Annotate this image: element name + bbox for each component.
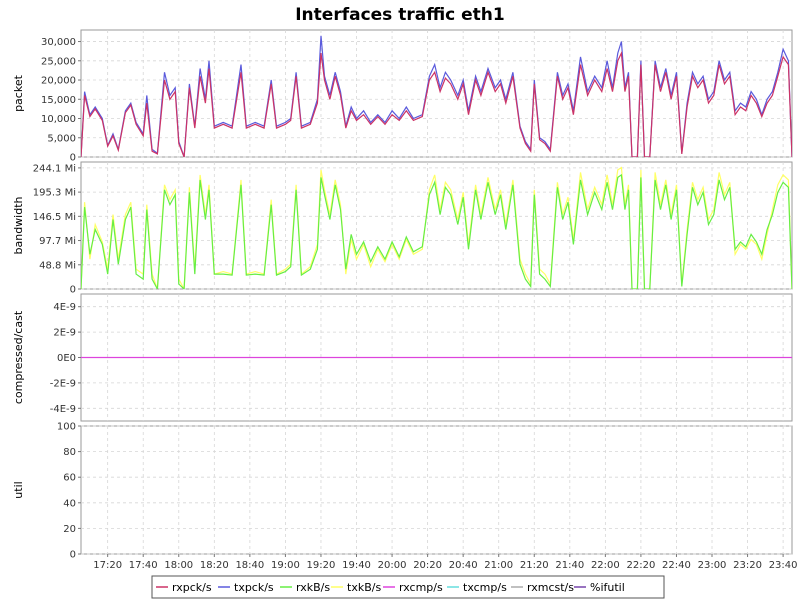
x-tick-label: 22:00 bbox=[591, 560, 620, 571]
plot-area bbox=[80, 29, 793, 158]
x-tick-label: 22:20 bbox=[626, 560, 655, 571]
legend-item: txcmp/s bbox=[447, 581, 507, 594]
x-tick-label: 23:00 bbox=[698, 560, 727, 571]
y-tick-label: -2E-9 bbox=[50, 378, 76, 389]
x-tick-label: 18:40 bbox=[235, 560, 264, 571]
legend-label: rxkB/s bbox=[296, 581, 330, 594]
legend-label: rxcmp/s bbox=[399, 581, 443, 594]
y-tick-label: 80 bbox=[63, 447, 76, 458]
y-tick-label: 20 bbox=[63, 524, 76, 535]
x-tick-label: 19:20 bbox=[307, 560, 336, 571]
x-tick-label: 19:40 bbox=[342, 560, 371, 571]
x-tick-label: 19:00 bbox=[271, 560, 300, 571]
series-line-rxkb-s bbox=[81, 173, 792, 289]
x-tick-label: 17:40 bbox=[129, 560, 158, 571]
x-tick-label: 18:20 bbox=[200, 560, 229, 571]
legend-item: rxcmp/s bbox=[383, 581, 443, 594]
y-axis-label: util bbox=[12, 481, 25, 498]
chart-legend: rxpck/s txpck/s rxkB/s txkB/s rxcmp/s txcmp/s… bbox=[151, 575, 665, 599]
y-tick-label: 20,000 bbox=[41, 76, 76, 87]
y-tick-label: 0 bbox=[70, 153, 76, 164]
y-tick-label: 25,000 bbox=[41, 56, 76, 67]
y-axis-label: packet bbox=[12, 74, 25, 112]
legend-item: %ifutil bbox=[574, 581, 625, 594]
legend-label: rxmcst/s bbox=[527, 581, 574, 594]
y-tick-label: 4E-9 bbox=[53, 302, 76, 313]
x-tick-label: 23:20 bbox=[733, 560, 762, 571]
x-axis: 17:20 17:40 18:00 18:20 18:40 19:00 19:20 19:40… bbox=[93, 554, 798, 571]
panel-1: 0 5,000 10,000 15,000 20,000 25,000 30,000 pack… bbox=[12, 29, 793, 164]
legend-item: rxkB/s bbox=[280, 581, 330, 594]
y-tick-label: -4E-9 bbox=[50, 404, 76, 415]
series-line-rxpck-s bbox=[81, 50, 792, 157]
x-tick-label: 21:00 bbox=[484, 560, 513, 571]
panel-2: 0 48.8 Mi 97.7 Mi 146.5 Mi 195.3 Mi 244.1 Mi b… bbox=[12, 161, 793, 296]
y-axis-label: compressed/cast bbox=[12, 310, 25, 404]
panel-3: -4E-9 -2E-9 0E0 2E-9 4E-9 compressed/cast bbox=[12, 293, 793, 422]
x-tick-label: 20:40 bbox=[449, 560, 478, 571]
y-tick-label: 30,000 bbox=[41, 37, 76, 48]
x-tick-label: 20:00 bbox=[378, 560, 407, 571]
panel-4: 0 20 40 60 80 100 util bbox=[12, 422, 793, 561]
y-tick-label: 97.7 Mi bbox=[39, 236, 76, 247]
legend-item: rxmcst/s bbox=[511, 581, 574, 594]
legend-label: txpck/s bbox=[234, 581, 274, 594]
legend-label: txkB/s bbox=[347, 581, 381, 594]
y-tick-label: 5,000 bbox=[47, 133, 76, 144]
legend-item: txpck/s bbox=[218, 581, 274, 594]
plot-area bbox=[80, 425, 793, 555]
y-tick-label: 0 bbox=[70, 285, 76, 296]
y-tick-label: 40 bbox=[63, 498, 76, 509]
y-tick-label: 15,000 bbox=[41, 95, 76, 106]
y-tick-label: 60 bbox=[63, 473, 76, 484]
y-tick-label: 48.8 Mi bbox=[39, 260, 76, 271]
y-tick-label: 100 bbox=[57, 422, 76, 433]
chart-title: Interfaces traffic eth1 bbox=[295, 5, 505, 25]
x-tick-label: 22:40 bbox=[662, 560, 691, 571]
legend-box bbox=[151, 575, 665, 599]
x-tick-label: 21:40 bbox=[555, 560, 584, 571]
x-tick-label: 23:40 bbox=[769, 560, 798, 571]
legend-item: txkB/s bbox=[331, 581, 381, 594]
x-tick-label: 18:00 bbox=[164, 560, 193, 571]
y-axis-label: bandwidth bbox=[12, 196, 25, 254]
y-tick-label: 0 bbox=[70, 550, 76, 561]
chart-panels: 0 5,000 10,000 15,000 20,000 25,000 30,000 pack… bbox=[12, 29, 798, 571]
legend-item: rxpck/s bbox=[156, 581, 212, 594]
y-tick-label: 10,000 bbox=[41, 114, 76, 125]
legend-label: rxpck/s bbox=[172, 581, 212, 594]
legend-label: %ifutil bbox=[590, 581, 625, 594]
x-tick-label: 21:20 bbox=[520, 560, 549, 571]
y-tick-label: 244.1 Mi bbox=[33, 163, 76, 174]
x-tick-label: 17:20 bbox=[93, 560, 122, 571]
y-tick-label: 195.3 Mi bbox=[33, 188, 76, 199]
y-tick-label: 146.5 Mi bbox=[33, 212, 76, 223]
legend-label: txcmp/s bbox=[463, 581, 507, 594]
y-tick-label: 0E0 bbox=[57, 353, 76, 364]
y-tick-label: 2E-9 bbox=[53, 328, 76, 339]
x-tick-label: 20:20 bbox=[413, 560, 442, 571]
